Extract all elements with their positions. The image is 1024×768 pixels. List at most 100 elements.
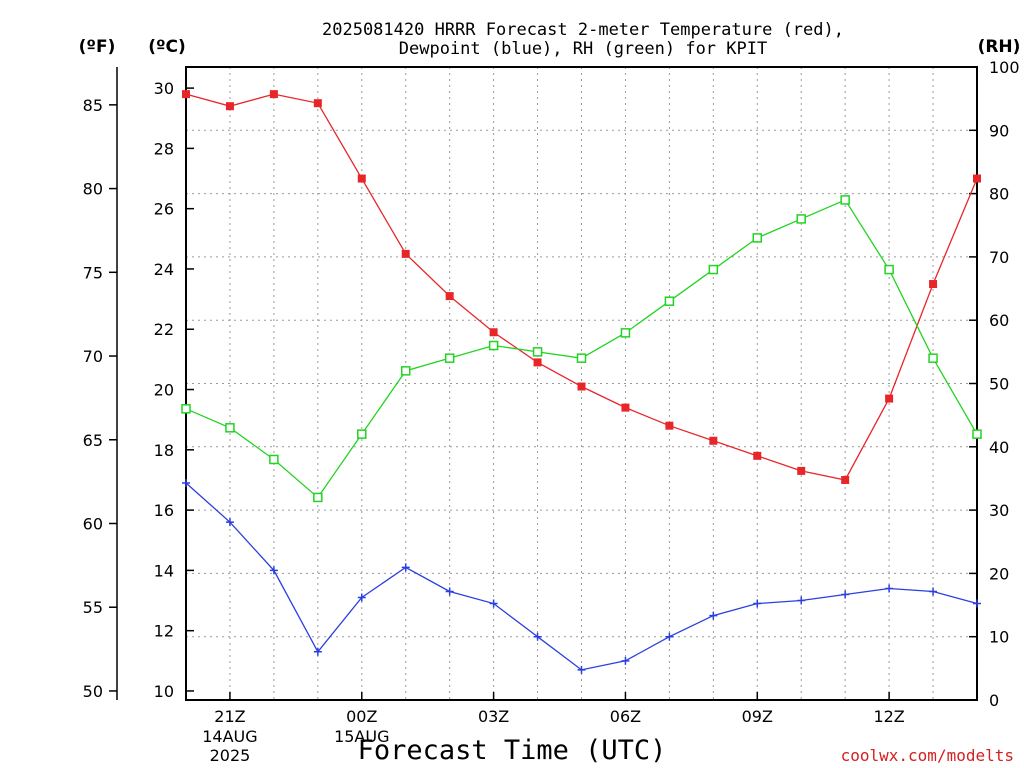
celsius-tick-label: 16 <box>154 501 174 520</box>
fahrenheit-tick-label: 85 <box>83 96 103 115</box>
temperature-point <box>533 358 542 367</box>
dewpoint-point <box>709 611 718 620</box>
x-tick-label: 03Z <box>478 707 509 726</box>
temperature-point <box>973 174 981 183</box>
relative-humidity-point <box>313 492 323 503</box>
celsius-tick-label: 26 <box>154 200 174 219</box>
temperature-point <box>797 466 806 475</box>
dewpoint-point <box>269 566 278 575</box>
fahrenheit-tick-label: 80 <box>83 180 103 199</box>
chart-title-line1: 2025081420 HRRR Forecast 2-meter Tempera… <box>322 20 844 40</box>
x-tick-date-label: 14AUG <box>202 727 257 746</box>
temperature-point <box>885 394 894 403</box>
data-series <box>181 90 982 674</box>
temperature-point <box>401 249 410 258</box>
dewpoint-point <box>225 518 234 527</box>
temperature-point <box>225 102 234 111</box>
x-tick-label: 06Z <box>610 707 641 726</box>
dewpoint-point <box>445 587 454 596</box>
celsius-tick-label: 14 <box>154 561 174 580</box>
temperature-point <box>445 292 454 301</box>
temperature-point <box>841 475 850 484</box>
celsius-tick-label: 28 <box>154 139 174 158</box>
credit-text: coolwx.com/modelts <box>841 746 1014 765</box>
temperature-point <box>929 280 938 289</box>
temperature-point <box>182 90 190 99</box>
fahrenheit-tick-label: 75 <box>83 263 103 282</box>
relative-humidity-point <box>664 296 675 306</box>
rh-tick-label: 70 <box>989 248 1009 267</box>
x-tick-label: 12Z <box>873 707 904 726</box>
rh-tick-label: 90 <box>989 121 1009 140</box>
dewpoint-point <box>973 599 981 608</box>
fahrenheit-tick-label: 50 <box>83 682 103 701</box>
temperature-point <box>577 382 586 391</box>
relative-humidity-point <box>357 429 367 439</box>
dewpoint-point <box>797 596 806 605</box>
dewpoint-point <box>533 632 542 641</box>
celsius-tick-label: 20 <box>154 381 174 400</box>
chart-title-line2: Dewpoint (blue), RH (green) for KPIT <box>399 39 767 59</box>
temperature-point <box>357 174 366 183</box>
celsius-tick-label: 22 <box>154 320 174 339</box>
celsius-unit-label: (ºC) <box>148 37 186 57</box>
dewpoint-point <box>357 593 366 602</box>
rh-tick-label: 20 <box>989 564 1009 583</box>
dewpoint-point <box>841 590 850 599</box>
x-tick-label: 00Z <box>346 707 377 726</box>
celsius-tick-label: 18 <box>154 441 174 460</box>
dewpoint-point <box>489 599 498 608</box>
temperature-point <box>269 90 278 99</box>
temperature-point <box>313 99 322 108</box>
temperature-point <box>665 421 674 430</box>
x-tick-year-label: 2025 <box>210 746 251 765</box>
rh-tick-label: 50 <box>989 375 1009 394</box>
dewpoint-point <box>182 478 190 487</box>
x-tick-date-label: 15AUG <box>334 727 389 746</box>
rh-tick-label: 100 <box>989 58 1020 77</box>
rh-tick-label: 10 <box>989 628 1009 647</box>
axes <box>109 66 978 701</box>
relative-humidity-point <box>840 195 850 205</box>
celsius-tick-label: 24 <box>154 260 174 279</box>
tick-labels: 10 12 14 16 18 20 22 24 26 28 30 50 55 60 65 70 75 80 85 0 1… <box>83 58 1020 765</box>
x-tick-label: 09Z <box>742 707 773 726</box>
fahrenheit-tick-label: 65 <box>83 431 103 450</box>
celsius-tick-label: 12 <box>154 622 174 641</box>
celsius-tick-label: 30 <box>154 79 174 98</box>
relative-humidity-point <box>444 353 455 363</box>
relative-humidity-point <box>576 353 587 363</box>
relative-humidity-point <box>620 328 631 338</box>
rh-unit-label: (RH) <box>978 37 1021 57</box>
relative-humidity-point <box>225 423 235 433</box>
fahrenheit-tick-label: 70 <box>83 347 103 366</box>
rh-tick-label: 40 <box>989 438 1009 457</box>
dewpoint-point <box>401 563 410 572</box>
relative-humidity-point <box>796 214 806 224</box>
rh-tick-label: 60 <box>989 311 1009 330</box>
temperature-point <box>489 328 498 337</box>
relative-humidity-point <box>928 353 938 363</box>
fahrenheit-tick-label: 55 <box>83 598 103 617</box>
dewpoint-point <box>885 584 894 593</box>
rh-tick-label: 80 <box>989 185 1009 204</box>
x-tick-label: 21Z <box>214 707 245 726</box>
fahrenheit-unit-label: (ºF) <box>79 37 116 57</box>
relative-humidity-point <box>972 429 982 439</box>
rh-tick-label: 30 <box>989 501 1009 520</box>
dewpoint-point <box>577 665 586 674</box>
dewpoint-point <box>665 632 674 641</box>
relative-humidity-point <box>181 404 191 414</box>
dewpoint-point <box>753 599 762 608</box>
dewpoint-point <box>621 656 630 665</box>
fahrenheit-tick-label: 60 <box>83 514 103 533</box>
temperature-point <box>621 403 630 412</box>
rh-tick-label: 0 <box>989 691 999 710</box>
relative-humidity-point <box>752 233 763 243</box>
relative-humidity-point <box>488 340 499 351</box>
x-axis-label: Forecast Time (UTC) <box>358 735 667 766</box>
temperature-point <box>709 436 718 445</box>
dewpoint-point <box>313 647 322 656</box>
dewpoint-point <box>929 587 938 596</box>
